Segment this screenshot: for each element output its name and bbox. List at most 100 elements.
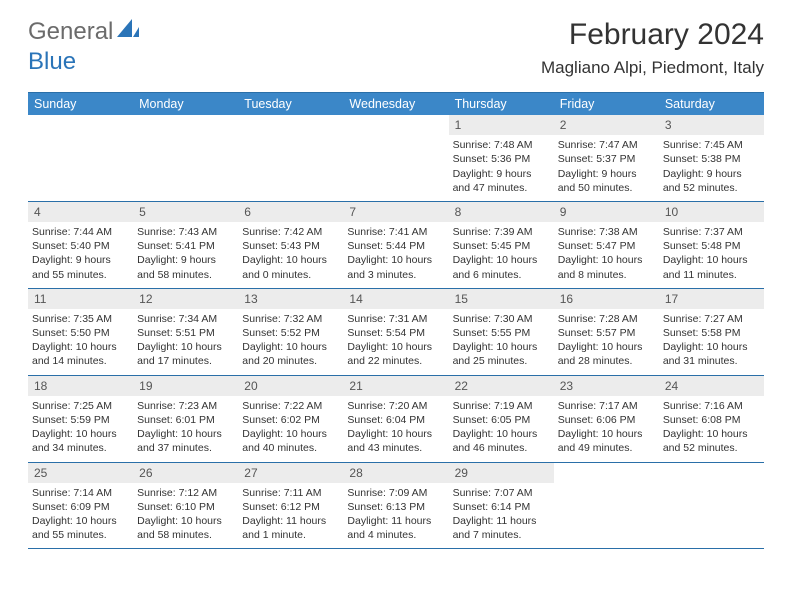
logo: General xyxy=(28,18,139,46)
daylight-text: Daylight: 10 hours and 3 minutes. xyxy=(347,253,444,281)
week-row: 4Sunrise: 7:44 AMSunset: 5:40 PMDaylight… xyxy=(28,202,764,289)
sunset-text: Sunset: 5:48 PM xyxy=(663,239,760,253)
weekday-header-row: SundayMondayTuesdayWednesdayThursdayFrid… xyxy=(28,93,764,115)
sunrise-text: Sunrise: 7:35 AM xyxy=(32,312,129,326)
logo-text-blue-wrap: Blue xyxy=(28,48,76,76)
sunrise-text: Sunrise: 7:23 AM xyxy=(137,399,234,413)
day-number: 25 xyxy=(28,463,133,483)
sunset-text: Sunset: 6:01 PM xyxy=(137,413,234,427)
day-number: 22 xyxy=(449,376,554,396)
day-number: 3 xyxy=(659,115,764,135)
day-number: 9 xyxy=(554,202,659,222)
daylight-text: Daylight: 10 hours and 6 minutes. xyxy=(453,253,550,281)
day-cell: 17Sunrise: 7:27 AMSunset: 5:58 PMDayligh… xyxy=(659,289,764,375)
sunrise-text: Sunrise: 7:22 AM xyxy=(242,399,339,413)
day-cell: 8 Sunrise: 7:39 AMSunset: 5:45 PMDaylight… xyxy=(449,202,554,288)
sunrise-text: Sunrise: 7:41 AM xyxy=(347,225,444,239)
daylight-text: Daylight: 10 hours and 25 minutes. xyxy=(453,340,550,368)
sunset-text: Sunset: 5:51 PM xyxy=(137,326,234,340)
day-number: 14 xyxy=(343,289,448,309)
sunset-text: Sunset: 6:14 PM xyxy=(453,500,550,514)
daylight-text: Daylight: 9 hours and 50 minutes. xyxy=(558,167,655,195)
day-number: 7 xyxy=(343,202,448,222)
sunset-text: Sunset: 5:55 PM xyxy=(453,326,550,340)
empty-day-cell xyxy=(554,463,659,549)
day-cell: 10Sunrise: 7:37 AMSunset: 5:48 PMDayligh… xyxy=(659,202,764,288)
weekday-header-cell: Sunday xyxy=(28,93,133,115)
weekday-header-cell: Wednesday xyxy=(343,93,448,115)
sunset-text: Sunset: 5:37 PM xyxy=(558,152,655,166)
day-cell: 14Sunrise: 7:31 AMSunset: 5:54 PMDayligh… xyxy=(343,289,448,375)
sunrise-text: Sunrise: 7:31 AM xyxy=(347,312,444,326)
empty-day-cell xyxy=(659,463,764,549)
day-number: 17 xyxy=(659,289,764,309)
daylight-text: Daylight: 11 hours and 1 minute. xyxy=(242,514,339,542)
sunrise-text: Sunrise: 7:43 AM xyxy=(137,225,234,239)
daylight-text: Daylight: 10 hours and 49 minutes. xyxy=(558,427,655,455)
day-number: 4 xyxy=(28,202,133,222)
sunset-text: Sunset: 6:06 PM xyxy=(558,413,655,427)
sunrise-text: Sunrise: 7:27 AM xyxy=(663,312,760,326)
day-cell: 5Sunrise: 7:43 AMSunset: 5:41 PMDaylight… xyxy=(133,202,238,288)
day-cell: 2Sunrise: 7:47 AMSunset: 5:37 PMDaylight… xyxy=(554,115,659,201)
day-number: 8 xyxy=(449,202,554,222)
day-cell: 18Sunrise: 7:25 AMSunset: 5:59 PMDayligh… xyxy=(28,376,133,462)
sunset-text: Sunset: 5:45 PM xyxy=(453,239,550,253)
day-cell: 23 Sunrise: 7:17 AMSunset: 6:06 PMDayligh… xyxy=(554,376,659,462)
day-cell: 1Sunrise: 7:48 AMSunset: 5:36 PMDaylight… xyxy=(449,115,554,201)
day-number: 23 xyxy=(554,376,659,396)
daylight-text: Daylight: 10 hours and 11 minutes. xyxy=(663,253,760,281)
day-cell: 21Sunrise: 7:20 AMSunset: 6:04 PMDayligh… xyxy=(343,376,448,462)
empty-day-cell xyxy=(28,115,133,201)
daylight-text: Daylight: 10 hours and 8 minutes. xyxy=(558,253,655,281)
sunrise-text: Sunrise: 7:17 AM xyxy=(558,399,655,413)
day-cell: 9Sunrise: 7:38 AMSunset: 5:47 PMDaylight… xyxy=(554,202,659,288)
location-subtitle: Magliano Alpi, Piedmont, Italy xyxy=(541,58,764,78)
day-number: 18 xyxy=(28,376,133,396)
empty-day-cell xyxy=(343,115,448,201)
sunrise-text: Sunrise: 7:42 AM xyxy=(242,225,339,239)
sunset-text: Sunset: 6:10 PM xyxy=(137,500,234,514)
daylight-text: Daylight: 9 hours and 52 minutes. xyxy=(663,167,760,195)
sunrise-text: Sunrise: 7:45 AM xyxy=(663,138,760,152)
day-number: 15 xyxy=(449,289,554,309)
sunset-text: Sunset: 6:02 PM xyxy=(242,413,339,427)
day-cell: 12Sunrise: 7:34 AMSunset: 5:51 PMDayligh… xyxy=(133,289,238,375)
daylight-text: Daylight: 10 hours and 31 minutes. xyxy=(663,340,760,368)
day-cell: 24Sunrise: 7:16 AMSunset: 6:08 PMDayligh… xyxy=(659,376,764,462)
weekday-header-cell: Thursday xyxy=(449,93,554,115)
sunrise-text: Sunrise: 7:12 AM xyxy=(137,486,234,500)
sunset-text: Sunset: 5:36 PM xyxy=(453,152,550,166)
sunset-text: Sunset: 6:09 PM xyxy=(32,500,129,514)
sunrise-text: Sunrise: 7:32 AM xyxy=(242,312,339,326)
daylight-text: Daylight: 10 hours and 46 minutes. xyxy=(453,427,550,455)
sunset-text: Sunset: 5:38 PM xyxy=(663,152,760,166)
calendar: SundayMondayTuesdayWednesdayThursdayFrid… xyxy=(28,92,764,549)
day-cell: 26Sunrise: 7:12 AMSunset: 6:10 PMDayligh… xyxy=(133,463,238,549)
empty-day-cell xyxy=(238,115,343,201)
sunrise-text: Sunrise: 7:30 AM xyxy=(453,312,550,326)
daylight-text: Daylight: 10 hours and 17 minutes. xyxy=(137,340,234,368)
sunset-text: Sunset: 5:50 PM xyxy=(32,326,129,340)
daylight-text: Daylight: 10 hours and 52 minutes. xyxy=(663,427,760,455)
day-number: 5 xyxy=(133,202,238,222)
daylight-text: Daylight: 10 hours and 20 minutes. xyxy=(242,340,339,368)
day-number: 12 xyxy=(133,289,238,309)
sunset-text: Sunset: 5:44 PM xyxy=(347,239,444,253)
sunset-text: Sunset: 5:41 PM xyxy=(137,239,234,253)
week-row: 18Sunrise: 7:25 AMSunset: 5:59 PMDayligh… xyxy=(28,376,764,463)
sunrise-text: Sunrise: 7:44 AM xyxy=(32,225,129,239)
sunrise-text: Sunrise: 7:19 AM xyxy=(453,399,550,413)
weekday-header-cell: Saturday xyxy=(659,93,764,115)
sunset-text: Sunset: 5:57 PM xyxy=(558,326,655,340)
daylight-text: Daylight: 9 hours and 47 minutes. xyxy=(453,167,550,195)
day-cell: 19Sunrise: 7:23 AMSunset: 6:01 PMDayligh… xyxy=(133,376,238,462)
day-cell: 11Sunrise: 7:35 AMSunset: 5:50 PMDayligh… xyxy=(28,289,133,375)
sunrise-text: Sunrise: 7:28 AM xyxy=(558,312,655,326)
daylight-text: Daylight: 10 hours and 58 minutes. xyxy=(137,514,234,542)
daylight-text: Daylight: 10 hours and 43 minutes. xyxy=(347,427,444,455)
daylight-text: Daylight: 10 hours and 14 minutes. xyxy=(32,340,129,368)
day-cell: 7 Sunrise: 7:41 AMSunset: 5:44 PMDaylight… xyxy=(343,202,448,288)
sunrise-text: Sunrise: 7:39 AM xyxy=(453,225,550,239)
empty-day-cell xyxy=(133,115,238,201)
